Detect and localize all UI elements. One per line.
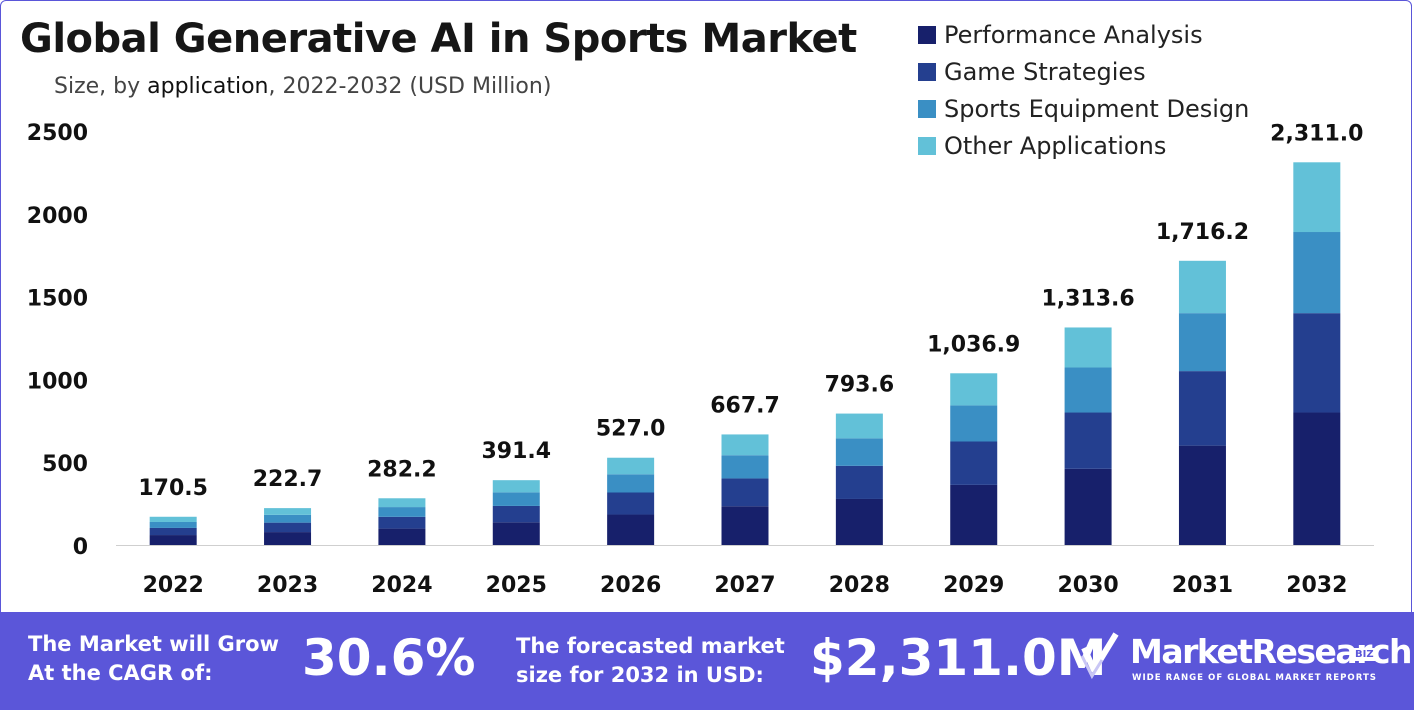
bar-segment — [1293, 162, 1341, 233]
legend-label: Game Strategies — [944, 57, 1146, 86]
forecast-size-label: The forecasted market size for 2032 in U… — [516, 634, 785, 687]
brand-logo-icon — [1080, 632, 1119, 680]
bar-total-label: 170.5 — [138, 476, 208, 501]
bar-segment — [264, 514, 312, 523]
bar-total-label: 391.4 — [481, 439, 551, 464]
bar-segment — [378, 528, 426, 545]
x-tick-label: 2027 — [714, 573, 775, 598]
bar-total-label: 1,036.9 — [927, 332, 1020, 357]
y-tick-label: 1500 — [27, 287, 88, 312]
x-tick-label: 2025 — [486, 573, 547, 598]
bar-segment — [950, 373, 998, 406]
y-tick-label: 1000 — [27, 369, 88, 394]
stacked-bar-chart: 0 500 1000 1500 2000 2500 170.5 2022 222.7 2023 28… — [27, 121, 1374, 598]
bar-segment — [721, 478, 769, 507]
bar-segment — [1178, 313, 1226, 372]
bar-total-label: 1,313.6 — [1041, 286, 1134, 311]
bar-segment — [607, 474, 655, 493]
bar-total-label: 527.0 — [596, 417, 666, 442]
bar-segment — [1178, 260, 1226, 314]
legend-swatch — [918, 62, 936, 81]
bar-segment — [721, 434, 769, 456]
x-tick-label: 2030 — [1057, 573, 1118, 598]
legend-swatch — [918, 136, 936, 155]
y-tick-label: 2000 — [27, 204, 88, 229]
subtitle-prefix: Size, by — [54, 74, 141, 99]
cagr-value: 30.6% — [302, 629, 476, 687]
bar-segment — [607, 514, 655, 545]
bar-segment — [835, 438, 883, 466]
bar-segment — [264, 508, 312, 515]
bar-segment — [1178, 371, 1226, 446]
bar-segment — [721, 455, 769, 479]
x-tick-label: 2028 — [829, 573, 890, 598]
chart-subtitle: Size, by application, 2022-2032 (USD Mil… — [54, 74, 551, 99]
bar-total-label: 282.2 — [367, 457, 437, 482]
x-tick-label: 2026 — [600, 573, 661, 598]
y-tick-label: 2500 — [27, 121, 88, 146]
bar-segment — [950, 405, 998, 442]
bar-segment — [149, 527, 197, 536]
bar-segment — [835, 498, 883, 545]
bar-segment — [1064, 468, 1112, 545]
bar-segment — [492, 492, 540, 506]
bar-segment — [1064, 327, 1112, 368]
legend-label: Other Applications — [944, 131, 1167, 160]
legend-item-game-strategies: Game Strategies — [918, 53, 1249, 90]
bar-segment — [149, 535, 197, 545]
cagr-label: The Market will Grow At the CAGR of: — [28, 632, 279, 685]
bar-segment — [492, 505, 540, 523]
brand-tagline: WIDE RANGE OF GLOBAL MARKET REPORTS — [1132, 673, 1377, 683]
brand-badge: BIZ — [1352, 648, 1377, 661]
bar-total-label: 793.6 — [825, 373, 895, 398]
legend-label: Performance Analysis — [944, 20, 1203, 49]
x-tick-label: 2029 — [943, 573, 1004, 598]
bar-segment — [950, 441, 998, 485]
legend: Performance Analysis Game Strategies Spo… — [918, 16, 1249, 164]
bar-segment — [378, 516, 426, 529]
bar-segment — [950, 484, 998, 545]
x-tick-label: 2024 — [371, 573, 432, 598]
legend-label: Sports Equipment Design — [944, 94, 1250, 123]
y-tick-label: 500 — [42, 452, 88, 477]
legend-item-performance-analysis: Performance Analysis — [918, 16, 1249, 53]
x-tick-label: 2031 — [1172, 573, 1233, 598]
bar-segment — [607, 457, 655, 475]
x-tick-label: 2022 — [143, 573, 204, 598]
forecast-size-value: $2,311.0M — [810, 629, 1107, 687]
bar-total-label: 2,311.0 — [1270, 121, 1363, 146]
y-tick-label: 0 — [73, 535, 88, 560]
legend-swatch — [918, 99, 936, 118]
bar-segment — [264, 532, 312, 545]
bar-segment — [835, 413, 883, 439]
subtitle-highlight: application — [147, 74, 269, 99]
bar-segment — [378, 498, 426, 508]
chart-title: Global Generative AI in Sports Market — [20, 16, 857, 62]
bar-segment — [1293, 232, 1341, 314]
bar-segment — [378, 507, 426, 517]
bar-segment — [492, 480, 540, 493]
bar-segment — [607, 492, 655, 515]
bar-segment — [1178, 445, 1226, 545]
bar-segment — [1293, 313, 1341, 413]
subtitle-suffix: , 2022-2032 (USD Million) — [268, 74, 552, 99]
x-tick-label: 2023 — [257, 573, 318, 598]
footer-banner: The Market will Grow At the CAGR of: 30.… — [0, 612, 1414, 710]
bar-segment — [1293, 412, 1341, 545]
legend-swatch — [918, 25, 936, 44]
bar-segment — [149, 521, 197, 528]
bar-segment — [835, 465, 883, 499]
bar-segment — [1064, 367, 1112, 413]
bar-segment — [149, 516, 197, 522]
legend-item-sports-equipment-design: Sports Equipment Design — [918, 90, 1249, 127]
bar-total-label: 667.7 — [710, 393, 780, 418]
bar-segment — [264, 522, 312, 533]
bar-total-label: 222.7 — [253, 467, 323, 492]
bar-segment — [1064, 412, 1112, 469]
legend-item-other-applications: Other Applications — [918, 127, 1249, 164]
x-tick-label: 2032 — [1286, 573, 1347, 598]
bar-segment — [721, 506, 769, 545]
bar-segment — [492, 522, 540, 545]
bar-total-label: 1,716.2 — [1156, 220, 1249, 245]
